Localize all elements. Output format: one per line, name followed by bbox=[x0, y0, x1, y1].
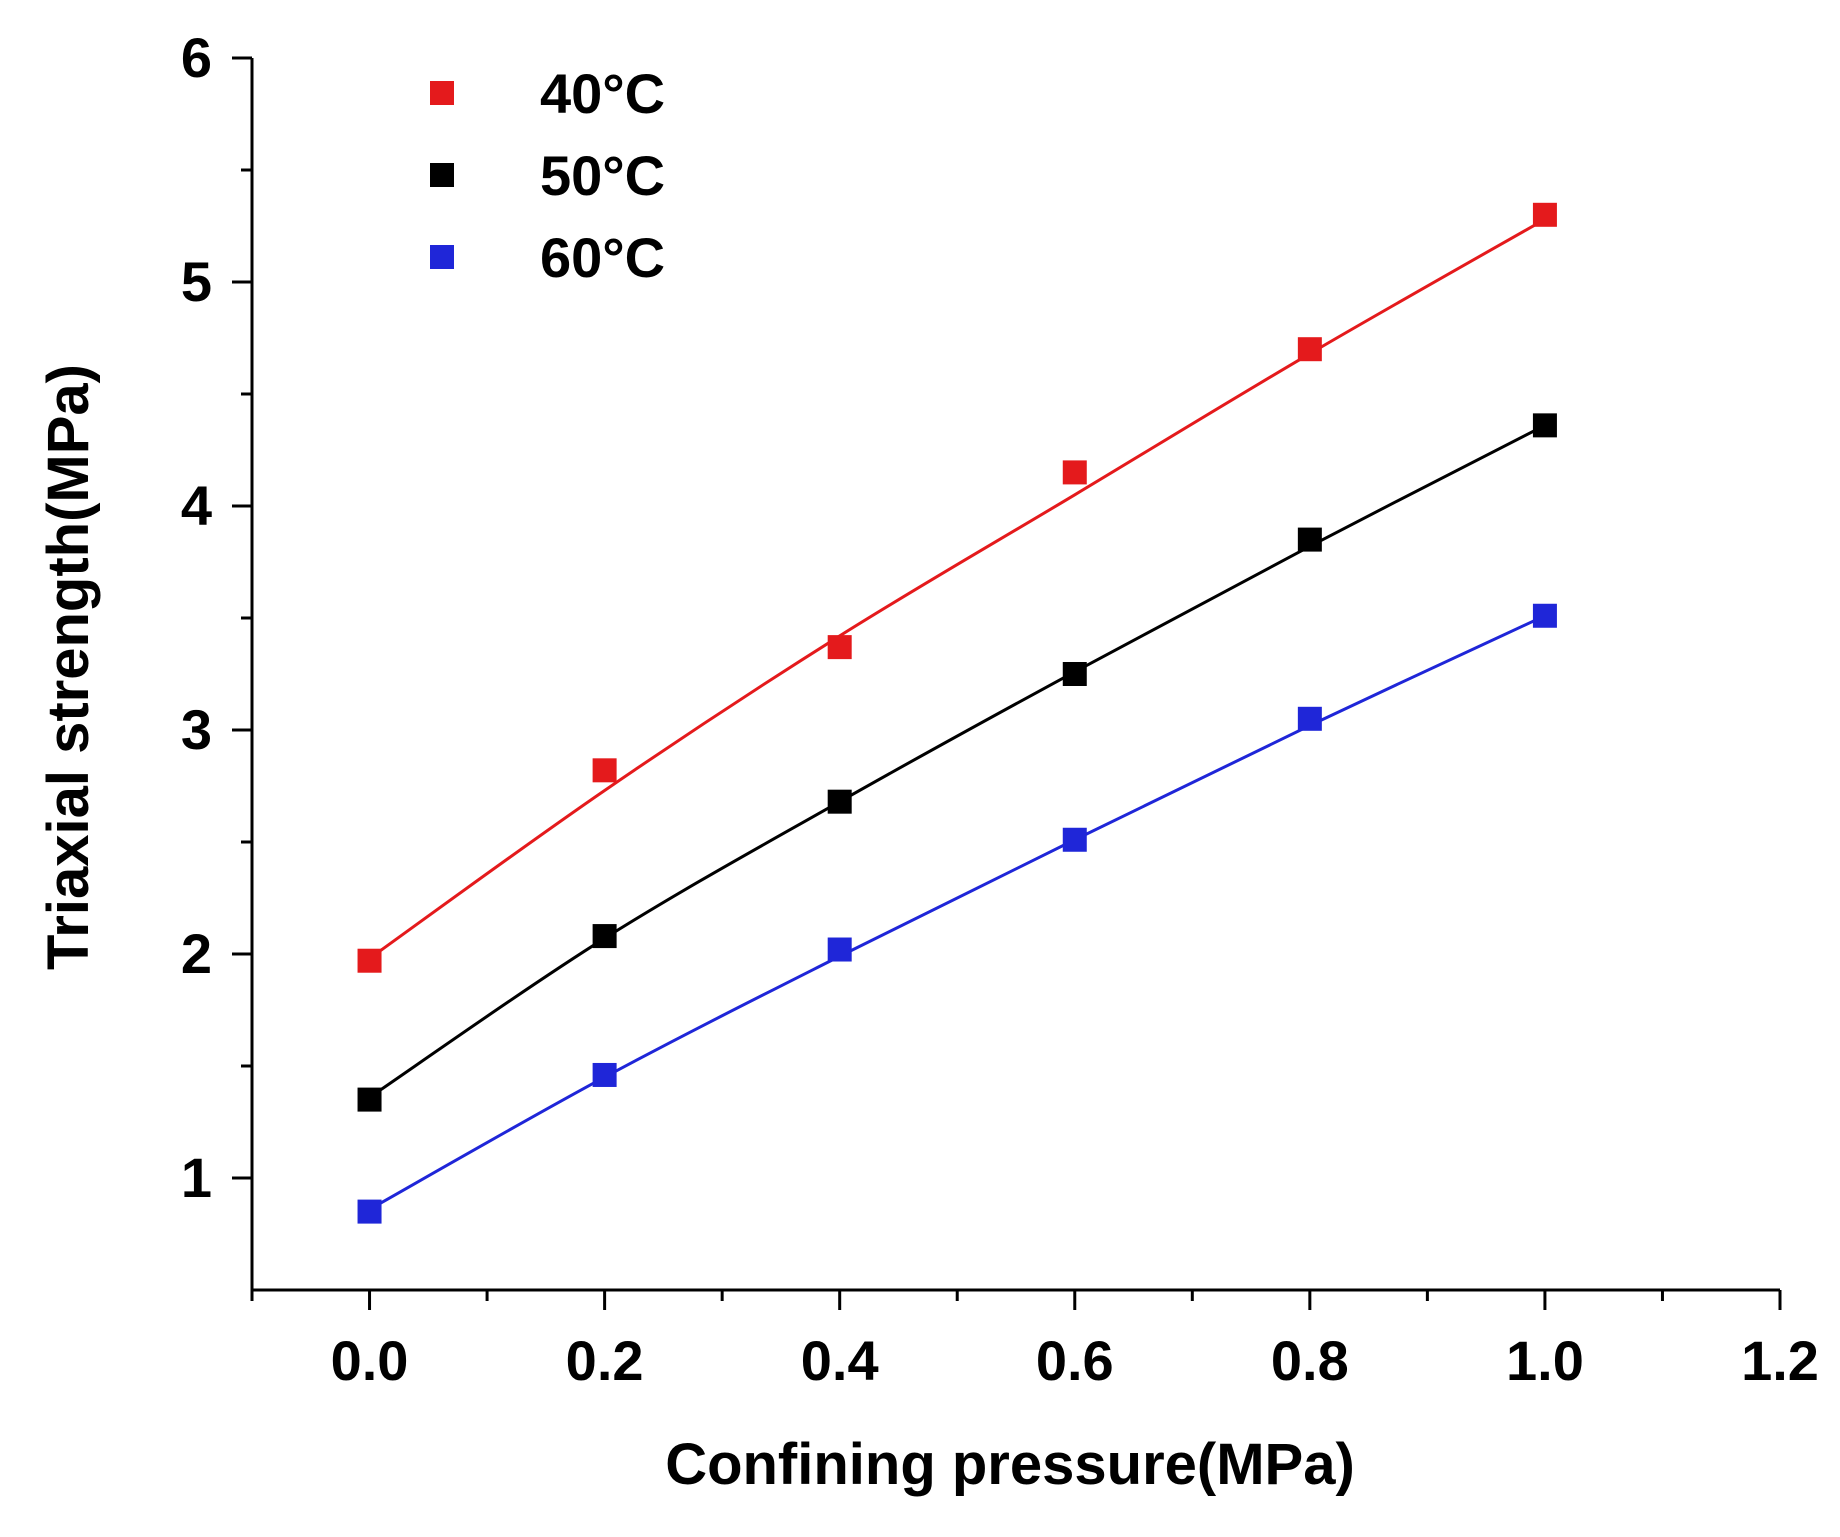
legend-label: 40°C bbox=[540, 62, 665, 125]
series-3-point bbox=[357, 1199, 382, 1224]
series-2-point bbox=[1532, 413, 1557, 438]
series-3-point bbox=[1062, 827, 1087, 852]
y-tick-label: 1 bbox=[181, 1146, 212, 1209]
x-tick-label: 0.8 bbox=[1271, 1329, 1349, 1392]
legend-label: 60°C bbox=[540, 226, 665, 289]
series-2-point bbox=[1062, 662, 1087, 686]
x-tick-label: 1.2 bbox=[1741, 1329, 1819, 1392]
x-tick-label: 0.2 bbox=[566, 1329, 644, 1392]
legend-marker bbox=[430, 163, 454, 187]
series-1-point bbox=[1062, 460, 1087, 485]
series-3-point bbox=[827, 937, 852, 962]
x-tick-label: 0.0 bbox=[331, 1329, 409, 1392]
x-axis-title: Confining pressure(MPa) bbox=[665, 1432, 1355, 1497]
legend-label: 50°C bbox=[540, 144, 665, 207]
axes: 0.0 0.2 0.4 0.6 0.8 1.0 1.2 1 2 3 4 5 6 bbox=[181, 26, 1819, 1392]
series-1-point bbox=[357, 948, 382, 973]
series-3-point bbox=[1532, 603, 1557, 628]
y-tick-label: 5 bbox=[181, 250, 212, 313]
series-2-point bbox=[827, 789, 852, 814]
series-2-point bbox=[357, 1087, 382, 1112]
y-tick-label: 6 bbox=[181, 26, 212, 89]
series-2-fit-line bbox=[368, 424, 1546, 1099]
series-1-point bbox=[827, 635, 852, 660]
legend-marker bbox=[430, 245, 454, 269]
series-3-point bbox=[592, 1062, 617, 1087]
x-tick-label: 0.4 bbox=[801, 1329, 879, 1392]
series-1-point bbox=[1532, 202, 1557, 227]
y-tick-label: 4 bbox=[181, 474, 212, 537]
legend: 40°C 50°C 60°C bbox=[430, 62, 665, 289]
series-2-point bbox=[1297, 527, 1322, 552]
y-tick-label: 2 bbox=[181, 922, 212, 985]
fit-lines bbox=[368, 217, 1546, 1211]
y-tick-label: 3 bbox=[181, 698, 212, 761]
series-2-point bbox=[592, 924, 617, 949]
x-tick-label: 1.0 bbox=[1506, 1329, 1584, 1392]
data-points bbox=[357, 202, 1557, 1224]
series-3-fit-line bbox=[368, 614, 1546, 1211]
series-1-point bbox=[592, 758, 617, 783]
x-tick-label: 0.6 bbox=[1036, 1329, 1114, 1392]
series-1-fit-line bbox=[368, 217, 1546, 960]
legend-marker bbox=[430, 81, 454, 105]
series-3-point bbox=[1297, 706, 1322, 731]
y-axis-title: Triaxial strength(MPa) bbox=[36, 364, 101, 970]
series-1-point bbox=[1297, 337, 1322, 362]
